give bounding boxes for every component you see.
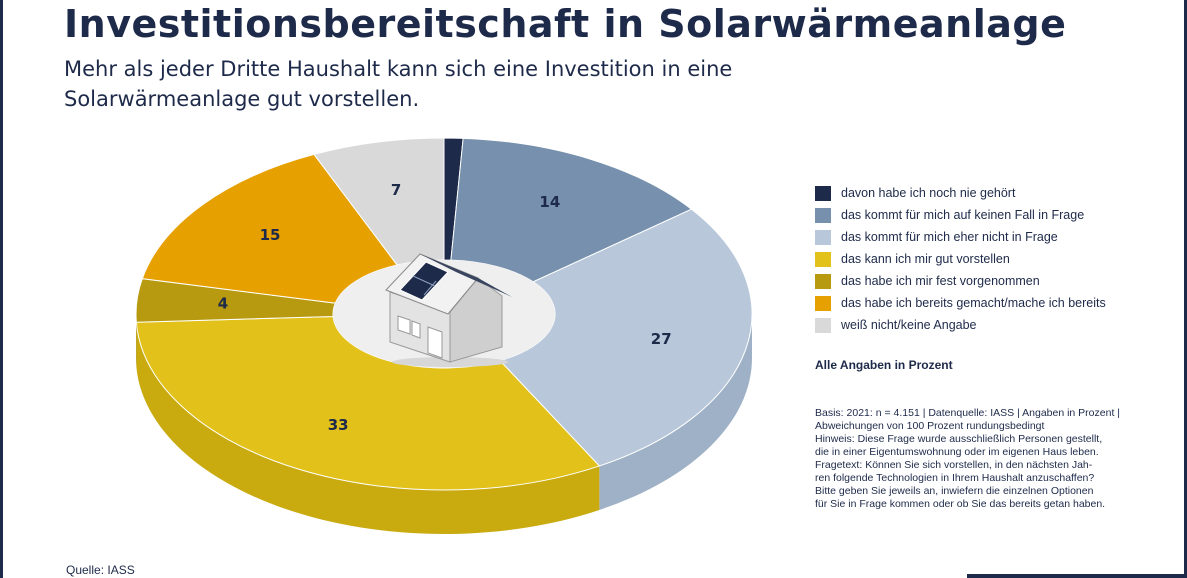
legend-label: davon habe ich noch nie gehört xyxy=(841,186,1016,200)
legend-item: das kommt für mich auf keinen Fall in Fr… xyxy=(815,204,1106,226)
methodology-line: Abweichungen von 100 Prozent rundungsbed… xyxy=(815,420,1045,432)
subtitle-line-1: Mehr als jeder Dritte Haushalt kann sich… xyxy=(64,57,733,81)
donut-side-3 xyxy=(136,322,600,534)
donut-tops xyxy=(135,137,753,491)
legend-label: das kann ich mir gut vorstellen xyxy=(841,252,1010,266)
chart-legend: davon habe ich noch nie gehört das kommt … xyxy=(815,182,1106,336)
unit-note: Alle Angaben in Prozent xyxy=(815,358,953,372)
methodology-line: die in einer Eigentumswohnung oder im ei… xyxy=(815,446,1099,458)
slice-value-label: 7 xyxy=(391,181,401,199)
legend-item: das kann ich mir gut vorstellen xyxy=(815,248,1106,270)
legend-item: das habe ich bereits gemacht/mache ich b… xyxy=(815,292,1106,314)
legend-label: das habe ich bereits gemacht/mache ich b… xyxy=(841,296,1106,310)
legend-swatch xyxy=(815,317,831,333)
legend-swatch xyxy=(815,251,831,267)
methodology-note: Basis: 2021: n = 4.151 | Datenquelle: IA… xyxy=(815,407,1145,511)
legend-label: das kommt für mich auf keinen Fall in Fr… xyxy=(841,208,1085,222)
legend-item: das habe ich mir fest vorgenommen xyxy=(815,270,1106,292)
donut-value-labels: 1 14 27 33 4 15 7 xyxy=(218,150,672,434)
frame-bottom-accent xyxy=(967,574,1187,578)
methodology-line: für Sie in Frage kommen oder ob Sie das … xyxy=(815,498,1106,510)
slice-value-label: 1 xyxy=(447,150,457,168)
legend-label: das habe ich mir fest vorgenommen xyxy=(841,274,1040,288)
slice-value-label: 15 xyxy=(260,226,281,244)
donut-chart: 1 14 27 33 4 15 7 xyxy=(135,137,753,534)
donut-sides xyxy=(136,314,752,534)
frame-right-border xyxy=(1184,0,1187,578)
legend-item: davon habe ich noch nie gehört xyxy=(815,182,1106,204)
legend-swatch xyxy=(815,273,831,289)
legend-item: weiß nicht/keine Angabe xyxy=(815,314,1106,336)
donut-side-2 xyxy=(599,314,752,510)
chart-subtitle: Mehr als jeder Dritte Haushalt kann sich… xyxy=(64,54,784,114)
legend-swatch xyxy=(815,229,831,245)
methodology-line: Hinweis: Diese Frage wurde ausschließlic… xyxy=(815,433,1103,445)
subtitle-line-2: Solarwärmeanlage gut vorstellen. xyxy=(64,87,420,111)
methodology-line: ren folgende Technologien in Ihrem Haush… xyxy=(815,472,1095,484)
chart-title: Investitionsbereitschaft in Solarwärmean… xyxy=(64,2,1067,46)
slice-value-label: 14 xyxy=(539,193,560,211)
legend-swatch xyxy=(815,295,831,311)
house-with-solar-panel-icon xyxy=(333,253,555,368)
legend-label: weiß nicht/keine Angabe xyxy=(841,318,977,332)
slice-value-label: 27 xyxy=(651,330,672,348)
frame-left-border xyxy=(0,0,3,578)
legend-label: das kommt für mich eher nicht in Frage xyxy=(841,230,1058,244)
source-note: Quelle: IASS xyxy=(66,563,135,577)
slice-value-label: 4 xyxy=(218,295,228,313)
legend-item: das kommt für mich eher nicht in Frage xyxy=(815,226,1106,248)
methodology-line: Bitte geben Sie jeweils an, inwiefern di… xyxy=(815,485,1094,497)
legend-swatch xyxy=(815,207,831,223)
slice-value-label: 33 xyxy=(328,416,349,434)
methodology-line: Basis: 2021: n = 4.151 | Datenquelle: IA… xyxy=(815,407,1121,419)
legend-swatch xyxy=(815,185,831,201)
methodology-line: Fragetext: Können Sie sich vorstellen, i… xyxy=(815,459,1093,471)
